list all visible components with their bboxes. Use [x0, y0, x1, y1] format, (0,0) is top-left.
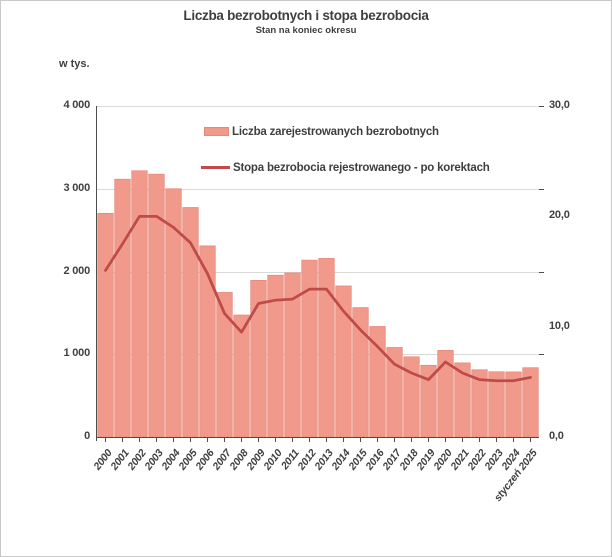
chart-subtitle: Stan na koniec okresu — [255, 25, 357, 36]
y-axis-tick-label-left: 3 000 — [63, 181, 90, 194]
legend-line-label: Stopa bezrobocia rejestrowanego - po kor… — [233, 161, 490, 174]
y-axis-tick-label-right: 10,0 — [549, 319, 570, 332]
chart-title: Liczba bezrobotnych i stopa bezrobocia — [183, 8, 429, 23]
y-axis-tick-label-right: 0,0 — [549, 430, 564, 442]
y-axis-tick-label-left: 4 000 — [63, 99, 90, 111]
legend-line-swatch-icon — [201, 165, 230, 170]
y-axis-tick-label-right: 30,0 — [549, 99, 570, 111]
y-axis-tick-label-left: 2 000 — [63, 264, 90, 277]
legend-item-bars: Liczba zarejestrowanych bezrobotnych — [204, 125, 439, 138]
y-axis-tick-label-right: 20,0 — [549, 209, 570, 222]
legend-bar-label: Liczba zarejestrowanych bezrobotnych — [232, 125, 439, 138]
y-axis-tick-label-left: 0 — [84, 430, 90, 442]
left-axis-unit-label: w tys. — [59, 58, 90, 70]
unemployment-rate-line — [104, 214, 532, 383]
legend-bar-swatch-icon — [204, 127, 229, 136]
legend-item-line: Stopa bezrobocia rejestrowanego - po kor… — [201, 161, 490, 174]
y-axis-tick-label-left: 1 000 — [63, 347, 90, 360]
